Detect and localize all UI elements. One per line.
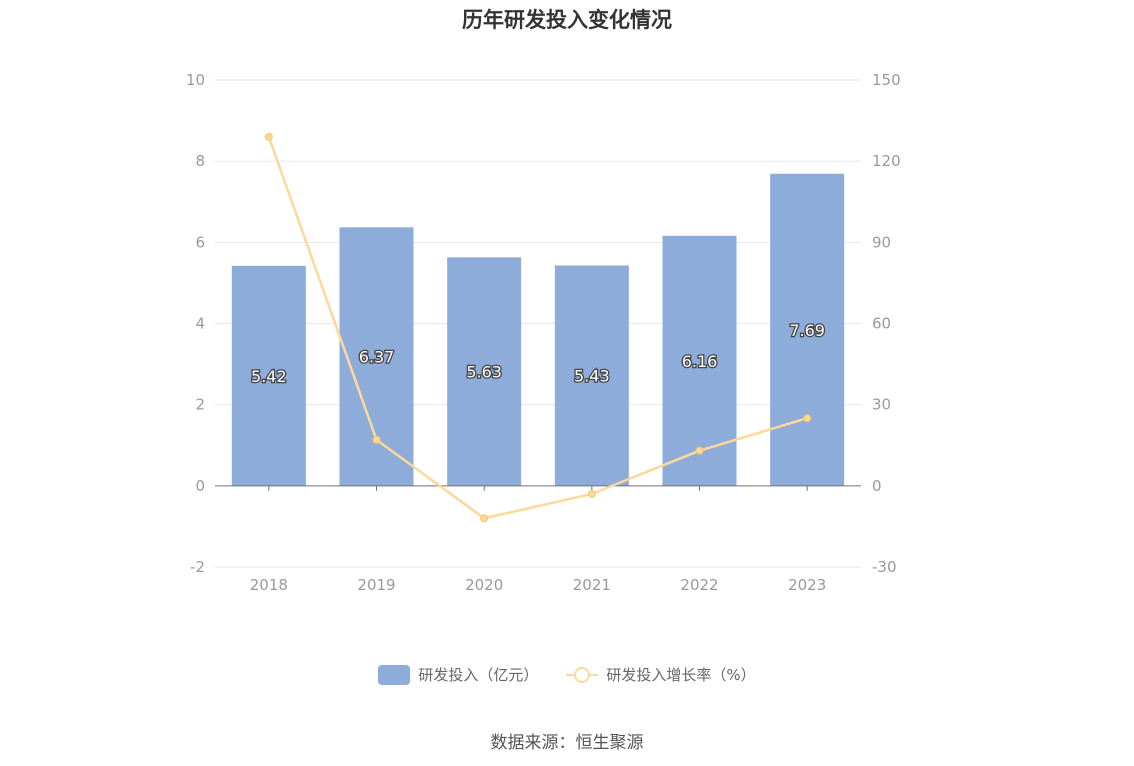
bar-value-label: 5.63: [466, 363, 502, 382]
chart-title: 历年研发投入变化情况: [462, 8, 672, 32]
y-axis-right: -30 0 30 60 90 120 150: [872, 71, 901, 576]
legend-label-growth-rate: 研发投入增长率（%）: [606, 666, 756, 684]
y-right-tick-label: 60: [872, 315, 891, 333]
legend-item-growth-rate[interactable]: 研发投入增长率（%）: [566, 664, 756, 685]
y-left-tick-label: 10: [186, 71, 205, 89]
line-series: [264, 132, 812, 523]
y-right-tick-label: 90: [872, 233, 891, 251]
legend-item-rd-investment[interactable]: 研发投入（亿元）: [378, 664, 538, 685]
x-tick-label: 2022: [680, 576, 718, 594]
bar-value-label: 7.69: [789, 321, 825, 340]
bar-2023: [770, 173, 845, 486]
bar-value-label: 6.16: [682, 352, 718, 371]
x-tick-label: 2018: [250, 576, 288, 594]
legend-label-rd-investment: 研发投入（亿元）: [418, 666, 539, 684]
y-right-tick-label: 30: [872, 396, 891, 414]
bar-value-label: 5.43: [574, 367, 610, 386]
y-axis-left: -2 0 2 4 6 8 10: [186, 71, 205, 576]
y-left-tick-label: 8: [195, 152, 205, 170]
y-left-tick-label: 4: [195, 315, 205, 333]
y-right-tick-label: -30: [872, 558, 897, 576]
growth-point-2023: [803, 414, 812, 423]
legend-swatch-bar: [378, 664, 411, 685]
y-left-tick-label: 2: [195, 396, 205, 414]
y-left-tick-label: -2: [190, 558, 205, 576]
legend-swatch-line: [566, 665, 599, 685]
gridlines: [215, 79, 861, 568]
bar-2020: [447, 257, 522, 486]
y-right-tick-label: 150: [872, 71, 901, 89]
growth-point-2019: [372, 435, 381, 444]
x-tick-label: 2023: [788, 576, 826, 594]
x-tick-label: 2019: [357, 576, 395, 594]
y-left-tick-label: 0: [195, 477, 205, 495]
x-tick-label: 2020: [465, 576, 503, 594]
bar-value-labels: 5.42 6.37 5.63 5.43 6.16 7.69: [250, 319, 827, 387]
y-right-tick-label: 0: [872, 477, 882, 495]
growth-rate-line: [267, 136, 808, 520]
y-right-tick-label: 120: [872, 152, 901, 170]
legend: 研发投入（亿元） 研发投入增长率（%）: [0, 664, 1134, 685]
growth-point-2018: [264, 132, 273, 141]
bar-value-label: 6.37: [359, 348, 395, 367]
bar-2018: [231, 265, 306, 486]
growth-point-2020: [480, 514, 489, 523]
bar-series: [231, 173, 845, 486]
growth-point-2022: [695, 446, 704, 455]
y-left-tick-label: 6: [195, 233, 205, 251]
bar-2021: [554, 265, 629, 486]
x-tick-label: 2021: [573, 576, 611, 594]
bar-value-label: 5.42: [251, 367, 287, 386]
x-axis: 2018 2019 2020 2021 2022 2023: [215, 485, 861, 594]
growth-point-2021: [587, 489, 596, 498]
data-source: 数据来源：恒生聚源: [490, 733, 644, 753]
